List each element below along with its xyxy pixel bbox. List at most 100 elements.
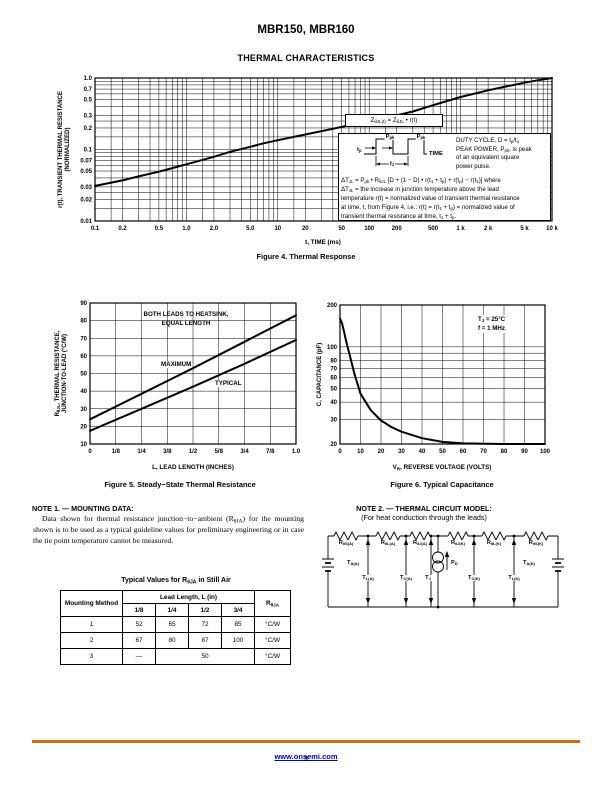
x-tick-label: 0.1 (91, 226, 100, 232)
cell-value: 65 (155, 616, 189, 633)
junction-dot (404, 534, 408, 538)
cell-value: 85 (220, 616, 256, 633)
power-pulse-waveform (364, 138, 427, 166)
node-temp-label: TL(K) (507, 575, 521, 582)
y-tick-label: 0.03 (80, 185, 92, 191)
x-tick-label: 200 (392, 226, 403, 232)
tp-arrowhead-1 (372, 146, 376, 150)
cell-value: 52 (122, 616, 156, 633)
x-tick-label: 1/8 (112, 449, 121, 455)
cell-unit: °C/W (254, 648, 292, 665)
y-tick-label: 200 (327, 303, 338, 309)
x-tick-label: 1/2 (189, 449, 198, 455)
delta-tjl-formula: ΔTJL = Ppk • RθJL [D + (1 − D) • r(t1 + … (341, 176, 520, 220)
current-source-circle-top (432, 551, 444, 564)
fig5-caption: Figure 5. Steady−State Thermal Resistanc… (104, 480, 256, 489)
right-battery-short-bars (555, 562, 561, 572)
y-tick-label: 0.2 (84, 126, 93, 132)
series-typical (89, 339, 297, 432)
resistor-zigzag-4 (447, 530, 469, 542)
plot-border (339, 304, 546, 445)
fig4-caption: Figure 4. Thermal Response (256, 252, 356, 261)
footer-link-wrap: www.onsemi.com (0, 746, 612, 764)
tp-arrowhead-2 (389, 146, 393, 150)
cell-value: 100 (220, 632, 256, 649)
x-tick-label: 0 (338, 449, 342, 455)
y-tick-label: 1.0 (84, 76, 93, 82)
subheader-1-4: 1/4 (155, 603, 189, 617)
x-tick-label: 1.0 (292, 449, 301, 455)
table-row: 2 67 80 87 100 °C/W (60, 632, 292, 649)
node-temp-label: TC(K) (467, 575, 481, 582)
note2-heading: NOTE 2. — THERMAL CIRCUIT MODEL: (356, 504, 492, 513)
cell-merged-value: 50 (154, 648, 256, 665)
x-tick-label: 0.2 (118, 226, 127, 232)
down-arrowhead (428, 598, 434, 604)
x-tick-label: 3/8 (163, 449, 172, 455)
up-arrowhead (365, 539, 371, 545)
y-tick-label: 80 (80, 319, 87, 325)
x-tick-label: 2.0 (210, 226, 219, 232)
table-subheader-row: 1/8 1/4 1/2 3/4 (61, 603, 291, 617)
y-tick-label: 0.7 (84, 87, 93, 93)
resistor-zigzag-5 (481, 530, 507, 542)
right-battery-long-bars (552, 558, 564, 568)
col-header-lead-length: Lead Length, L (in) (121, 590, 256, 604)
cell-value: 80 (155, 632, 189, 649)
section-heading: THERMAL CHARACTERISTICS (237, 53, 375, 63)
x-tick-label: 1.0 (182, 226, 191, 232)
x-tick-label: 10 k (546, 226, 558, 232)
cell-value: 67 (122, 632, 156, 649)
cell-value: 87 (188, 632, 222, 649)
x-tick-label: 0.5 (155, 226, 164, 232)
junction-dot (436, 605, 440, 609)
resistor-label: RθL(K) (485, 540, 503, 547)
ambient-temp-label-cathode: TA(K) (522, 560, 536, 567)
y-tick-label: 0.3 (84, 113, 93, 119)
y-tick-label: 10 (80, 442, 87, 448)
up-arrowhead (428, 539, 434, 545)
y-tick-label: 0.1 (84, 148, 93, 154)
left-battery-short-bars (325, 562, 331, 572)
current-source-circle-bottom (432, 560, 444, 573)
power-dissipation-label: PD (450, 560, 459, 567)
cell-unit: °C/W (254, 632, 292, 649)
maximum-series-label: MAXIMUM (160, 361, 193, 368)
down-arrowhead (403, 598, 409, 604)
y-tick-label: 20 (330, 442, 337, 448)
cell-value: 72 (188, 616, 222, 633)
x-tick-label: 3/4 (240, 449, 249, 455)
x-tick-label: 1/4 (137, 449, 146, 455)
thermal-circuit-diagram (322, 530, 564, 609)
x-tick-label: 10 (357, 449, 364, 455)
resistor-label: RθJ(K) (449, 540, 467, 547)
pulse-train-line (364, 138, 427, 155)
node-temp-label: TJ (424, 575, 432, 582)
x-tick-label: 40 (419, 449, 426, 455)
resistor-label: RθJ(A) (411, 540, 429, 547)
y-tick-label: 0.5 (84, 98, 93, 104)
subheader-1-8: 1/8 (122, 603, 156, 617)
t1-arrowhead-left (376, 162, 380, 166)
subheader-3-4: 3/4 (220, 603, 256, 617)
ambient-temp-label-anode: TA(A) (346, 560, 360, 567)
y-tick-label: 70 (330, 366, 337, 372)
fig6-caption: Figure 6. Typical Capacitance (390, 480, 494, 489)
junction-dot (472, 534, 476, 538)
note2-subheading: (For heat conduction through the leads) (361, 513, 487, 522)
onsemi-link[interactable]: www.onsemi.com (274, 752, 338, 761)
junction-dot (366, 534, 370, 538)
y-tick-label: 100 (327, 345, 338, 351)
col-header-rtheta-ja: RθJA (254, 590, 292, 617)
t1-label: t1 (388, 160, 396, 167)
y-tick-label: 30 (80, 407, 87, 413)
y-tick-label: 30 (330, 418, 337, 424)
x-tick-label: 100 (540, 449, 551, 455)
x-tick-label: 100 (364, 226, 375, 232)
note1-heading: NOTE 1. — MOUNTING DATA: (32, 504, 134, 513)
fig4-y-axis-title: r(t), TRANSIENT THERMAL RESISTANCE (NORMA… (58, 91, 72, 208)
cell-method-2: 2 (60, 632, 123, 649)
subheader-1-2: 1/2 (188, 603, 222, 617)
y-tick-label: 60 (80, 354, 87, 360)
fig6-x-axis-title: VR, REVERSE VOLTAGE (VOLTS) (392, 464, 492, 472)
